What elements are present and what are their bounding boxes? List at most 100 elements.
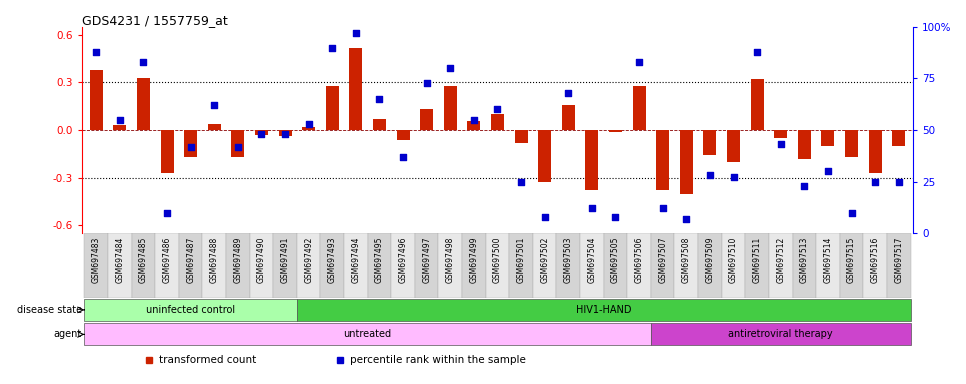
Text: disease state: disease state xyxy=(16,305,82,315)
Bar xyxy=(373,119,386,130)
Bar xyxy=(609,130,622,132)
Text: GSM697505: GSM697505 xyxy=(611,237,620,283)
Point xyxy=(254,131,270,137)
Point xyxy=(608,214,623,220)
Point xyxy=(348,30,363,36)
Bar xyxy=(656,130,669,190)
Point xyxy=(773,141,788,147)
Text: GDS4231 / 1557759_at: GDS4231 / 1557759_at xyxy=(82,14,228,27)
Bar xyxy=(816,233,839,298)
Bar xyxy=(297,299,911,321)
Text: GSM697509: GSM697509 xyxy=(705,237,715,283)
Bar xyxy=(462,233,486,298)
Text: GSM697516: GSM697516 xyxy=(870,237,880,283)
Bar xyxy=(845,130,858,157)
Bar xyxy=(769,233,792,298)
Point xyxy=(159,210,175,216)
Text: GSM697500: GSM697500 xyxy=(493,237,502,283)
Point xyxy=(112,117,128,123)
Text: GSM697490: GSM697490 xyxy=(257,237,266,283)
Text: GSM697491: GSM697491 xyxy=(280,237,290,283)
Point xyxy=(891,179,906,185)
Bar xyxy=(232,130,244,157)
Bar xyxy=(533,233,556,298)
Text: GSM697506: GSM697506 xyxy=(635,237,643,283)
Bar xyxy=(868,130,882,173)
Point xyxy=(325,45,340,51)
Text: uninfected control: uninfected control xyxy=(146,305,236,315)
Text: untreated: untreated xyxy=(344,329,392,339)
Bar xyxy=(468,121,480,130)
Bar xyxy=(255,130,268,135)
Bar xyxy=(344,233,368,298)
Text: GSM697507: GSM697507 xyxy=(658,237,668,283)
Bar xyxy=(397,130,410,139)
Point xyxy=(419,79,435,86)
Point xyxy=(678,216,694,222)
Text: GSM697489: GSM697489 xyxy=(234,237,242,283)
Bar xyxy=(538,130,552,182)
Bar xyxy=(84,299,297,321)
Bar xyxy=(179,233,203,298)
Bar xyxy=(486,233,509,298)
Text: GSM697512: GSM697512 xyxy=(777,237,785,283)
Point xyxy=(442,65,458,71)
Bar xyxy=(297,233,321,298)
Text: GSM697515: GSM697515 xyxy=(847,237,856,283)
Bar xyxy=(509,233,533,298)
Text: GSM697484: GSM697484 xyxy=(115,237,125,283)
Bar xyxy=(633,86,645,130)
Bar xyxy=(84,323,651,346)
Bar xyxy=(604,233,627,298)
Bar xyxy=(368,233,391,298)
Bar xyxy=(90,70,102,130)
Text: transformed count: transformed count xyxy=(158,355,256,365)
Bar xyxy=(414,233,439,298)
Bar xyxy=(839,233,864,298)
Bar xyxy=(798,130,810,159)
Bar xyxy=(84,233,108,298)
Bar xyxy=(515,130,527,143)
Point xyxy=(513,179,528,185)
Text: GSM697510: GSM697510 xyxy=(729,237,738,283)
Bar xyxy=(156,233,179,298)
Bar xyxy=(321,233,344,298)
Point xyxy=(183,144,198,150)
Bar xyxy=(420,109,433,130)
Bar xyxy=(792,233,816,298)
Bar xyxy=(651,323,911,346)
Bar xyxy=(203,233,226,298)
Bar xyxy=(680,130,693,194)
Point xyxy=(490,106,505,113)
Bar xyxy=(113,125,127,130)
Text: GSM697508: GSM697508 xyxy=(682,237,691,283)
Text: GSM697483: GSM697483 xyxy=(92,237,100,283)
Bar xyxy=(751,79,763,130)
Bar xyxy=(698,233,722,298)
Point xyxy=(820,168,836,174)
Point xyxy=(843,210,859,216)
Text: GSM697514: GSM697514 xyxy=(823,237,833,283)
Text: GSM697492: GSM697492 xyxy=(304,237,313,283)
Bar xyxy=(160,130,174,173)
Bar xyxy=(774,130,787,138)
Bar xyxy=(821,130,835,146)
Point xyxy=(207,102,222,108)
Bar xyxy=(350,48,362,130)
Bar xyxy=(226,233,249,298)
Bar xyxy=(439,233,462,298)
Text: GSM697504: GSM697504 xyxy=(587,237,596,283)
Bar xyxy=(562,104,575,130)
Text: GSM697513: GSM697513 xyxy=(800,237,809,283)
Text: GSM697485: GSM697485 xyxy=(139,237,148,283)
Text: GSM697488: GSM697488 xyxy=(210,237,218,283)
Bar xyxy=(273,233,297,298)
Text: GSM697499: GSM697499 xyxy=(469,237,478,283)
Text: GSM697486: GSM697486 xyxy=(162,237,172,283)
Bar xyxy=(703,130,717,156)
Point xyxy=(89,48,104,55)
Bar xyxy=(674,233,698,298)
Bar xyxy=(326,86,339,130)
Text: agent: agent xyxy=(53,329,82,339)
Bar xyxy=(722,233,746,298)
